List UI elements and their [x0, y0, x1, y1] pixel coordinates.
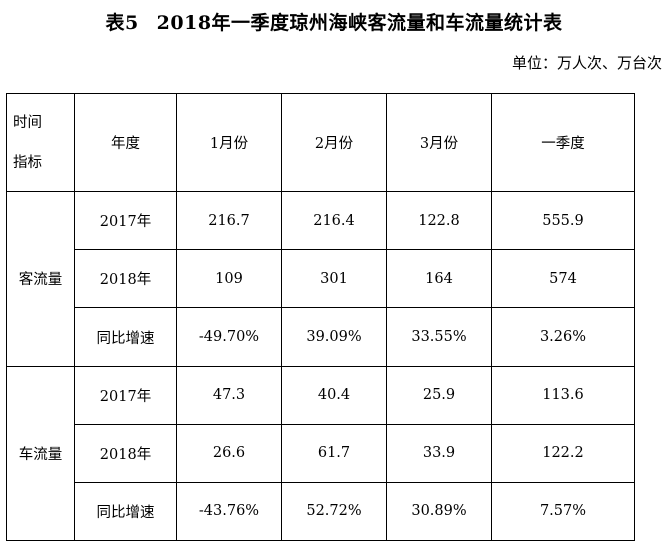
header-q1: 一季度: [491, 92, 635, 193]
row-label: 2018年: [74, 423, 177, 483]
cell-value: -49.70%: [176, 307, 282, 367]
cell-value: 216.7: [176, 191, 282, 251]
table-row: 客流量 2017年 216.7 216.4 122.8 555.9: [6, 191, 635, 367]
table-title-text: 2018年一季度琼州海峡客流量和车流量统计表: [156, 12, 563, 34]
cell-value: 164: [386, 249, 492, 309]
header-mar: 3月份: [386, 92, 492, 193]
table-row: 车流量 2017年 47.3 40.4 25.9 113.6: [6, 365, 635, 542]
header-feb: 2月份: [281, 92, 387, 193]
cell-value: 216.4: [281, 191, 387, 251]
header-row: 时间 指标 年度 1月份 2月份 3月份 一季度: [6, 92, 635, 193]
table-row: 同比增速 -43.76% 52.72% 30.89% 7.57%: [7, 481, 635, 542]
cell-value: -43.76%: [176, 481, 282, 542]
corner-indicator-label: 指标: [13, 154, 42, 171]
cell-value: 40.4: [281, 365, 387, 425]
cell-value: 301: [281, 249, 387, 309]
cell-value: 39.09%: [281, 307, 387, 367]
corner-cell: 时间 指标: [6, 92, 75, 193]
cell-value: 47.3: [176, 365, 282, 425]
cell-value: 7.57%: [491, 481, 635, 542]
table-row: 2018年 26.6 61.7 33.9 122.2: [7, 423, 635, 483]
row-label: 同比增速: [74, 481, 177, 542]
cell-value: 122.8: [386, 191, 492, 251]
cell-value: 52.72%: [281, 481, 387, 542]
table-number: 表5: [105, 12, 139, 34]
group-passenger-label: 客流量: [6, 191, 75, 367]
cell-value: 33.55%: [386, 307, 492, 367]
cell-value: 109: [176, 249, 282, 309]
cell-value: 555.9: [491, 191, 635, 251]
cell-value: 113.6: [491, 365, 635, 425]
statistics-table: 时间 指标 年度 1月份 2月份 3月份 一季度 客流量 2017年 216.7…: [6, 92, 635, 542]
row-label: 2017年: [74, 191, 177, 251]
row-label: 同比增速: [74, 307, 177, 367]
row-label: 2018年: [74, 249, 177, 309]
unit-note: 单位：万人次、万台次: [511, 54, 662, 72]
cell-value: 61.7: [281, 423, 387, 483]
header-jan: 1月份: [176, 92, 282, 193]
cell-value: 574: [491, 249, 635, 309]
row-label: 2017年: [74, 365, 177, 425]
header-year: 年度: [74, 92, 177, 193]
cell-value: 26.6: [176, 423, 282, 483]
group-vehicle-label: 车流量: [6, 365, 75, 542]
cell-value: 25.9: [386, 365, 492, 425]
cell-value: 33.9: [386, 423, 492, 483]
table-row: 2018年 109 301 164 574: [7, 249, 635, 309]
corner-time-label: 时间: [13, 114, 42, 131]
table-row: 同比增速 -49.70% 39.09% 33.55% 3.26%: [7, 307, 635, 367]
table-title: 表5 2018年一季度琼州海峡客流量和车流量统计表: [0, 8, 668, 35]
cell-value: 3.26%: [491, 307, 635, 367]
cell-value: 30.89%: [386, 481, 492, 542]
cell-value: 122.2: [491, 423, 635, 483]
